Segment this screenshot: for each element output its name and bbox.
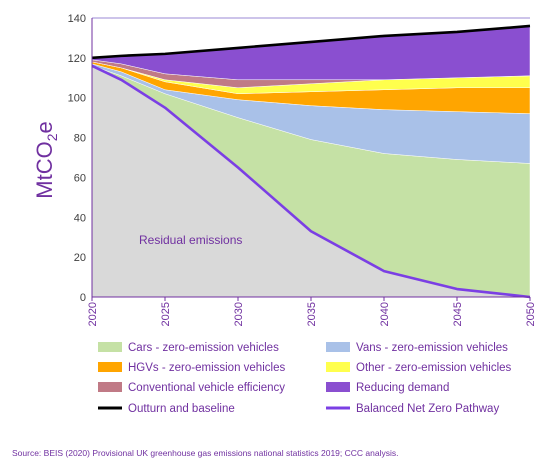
x-tick-labels: 2020 2025 2030 2035 2040 2045 2050 bbox=[87, 297, 537, 326]
legend-swatch-other-zero-emission-vehicles bbox=[326, 362, 350, 372]
legend-label-conventional-vehicle-efficiency: Conventional vehicle efficiency bbox=[128, 382, 285, 394]
legend-swatch-conventional-vehicle-efficiency bbox=[98, 382, 122, 392]
legend: Cars - zero-emission vehicles Vans - zero… bbox=[98, 342, 512, 415]
legend-label-other-zero-emission-vehicles: Other - zero-emission vehicles bbox=[356, 362, 512, 374]
legend-swatch-hgvs-zero-emission-vehicles bbox=[98, 362, 122, 372]
x-tick-2035: 2035 bbox=[306, 302, 318, 326]
stacked-areas bbox=[91, 25, 531, 298]
y-label-sub: 2 bbox=[44, 133, 60, 141]
x-tick-2045: 2045 bbox=[452, 302, 464, 326]
area-residual-emissions bbox=[92, 65, 530, 297]
y-tick-20: 20 bbox=[74, 252, 86, 264]
x-tick-2020: 2020 bbox=[87, 302, 99, 326]
y-axis-label: MtCO2e bbox=[32, 121, 60, 199]
legend-swatch-reducing-demand bbox=[326, 382, 350, 392]
source-note: Source: BEIS (2020) Provisional UK green… bbox=[12, 448, 399, 458]
y-tick-60: 60 bbox=[74, 172, 86, 184]
y-tick-labels: 0 20 40 60 80 100 120 140 bbox=[68, 13, 86, 304]
series-lines bbox=[91, 24, 531, 299]
x-tick-2050: 2050 bbox=[525, 302, 537, 326]
y-tick-140: 140 bbox=[68, 13, 86, 25]
legend-label-outturn-and-baseline: Outturn and baseline bbox=[128, 403, 235, 415]
x-tick-2040: 2040 bbox=[379, 302, 391, 326]
y-tick-40: 40 bbox=[74, 212, 86, 224]
x-tick-2030: 2030 bbox=[233, 302, 245, 326]
y-tick-100: 100 bbox=[68, 93, 86, 105]
legend-label-cars-zero-emission-vehicles: Cars - zero-emission vehicles bbox=[128, 342, 279, 354]
y-tick-120: 120 bbox=[68, 53, 86, 65]
legend-label-vans-zero-emission-vehicles: Vans - zero-emission vehicles bbox=[356, 342, 508, 354]
y-label-tail: e bbox=[32, 121, 57, 133]
line-outturn-and-baseline bbox=[91, 24, 531, 60]
legend-label-hgvs-zero-emission-vehicles: HGVs - zero-emission vehicles bbox=[128, 362, 285, 374]
line-balanced-net-zero-pathway bbox=[91, 64, 531, 299]
x-tick-2025: 2025 bbox=[160, 302, 172, 326]
area-reducing-demand bbox=[91, 25, 531, 81]
legend-label-reducing-demand: Reducing demand bbox=[356, 382, 449, 394]
y-label-main: MtCO bbox=[32, 141, 57, 198]
residual-emissions-annotation: Residual emissions bbox=[139, 233, 242, 247]
legend-label-balanced-net-zero-pathway: Balanced Net Zero Pathway bbox=[356, 403, 499, 415]
legend-swatch-vans-zero-emission-vehicles bbox=[326, 342, 350, 352]
legend-swatch-cars-zero-emission-vehicles bbox=[98, 342, 122, 352]
y-tick-0: 0 bbox=[80, 292, 86, 304]
y-tick-80: 80 bbox=[74, 133, 86, 145]
